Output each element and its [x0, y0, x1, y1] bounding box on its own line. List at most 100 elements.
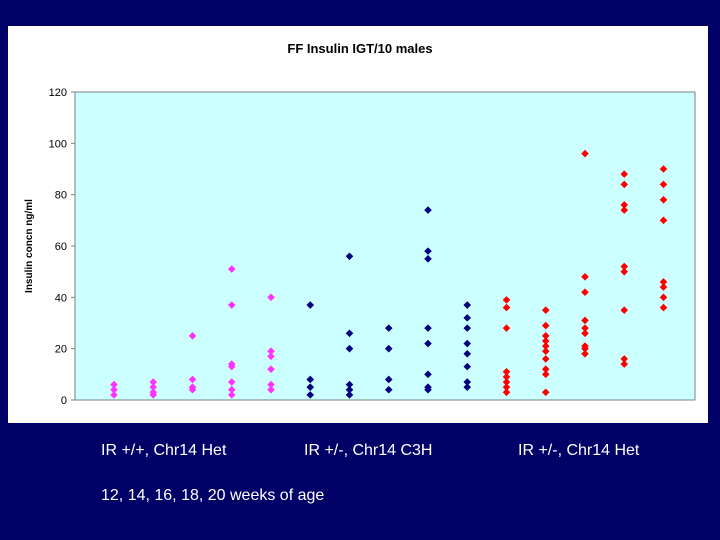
data-point-group2-week18	[424, 206, 432, 214]
data-point-group3-week12	[502, 378, 511, 386]
data-point-group3-week18	[620, 180, 629, 189]
y-tick-label: 0	[61, 395, 67, 407]
data-point-group3-week16	[581, 149, 589, 158]
data-point-group1-week20	[267, 347, 275, 356]
data-point-group2-week20	[463, 301, 472, 309]
data-point-group2-week14	[345, 329, 354, 338]
data-point-group3-week18	[620, 262, 629, 271]
data-point-group2-week14	[345, 385, 354, 394]
y-axis: 0 20 40 60 80 100 120	[49, 87, 75, 407]
data-point-group2-week18	[424, 383, 432, 391]
data-point-group3-week14	[541, 321, 550, 330]
data-point-group1-week18	[227, 378, 236, 386]
y-tick-label: 100	[49, 138, 67, 150]
data-point-group2-week18	[424, 370, 432, 379]
data-point-group3-week14	[541, 370, 550, 379]
data-point-group1-week12	[110, 385, 118, 394]
data-point-group1-week20	[267, 385, 275, 394]
data-point-group3-week14	[541, 332, 550, 340]
data-point-group2-week18	[424, 247, 432, 255]
data-point-group3-week20	[659, 216, 668, 225]
data-point-group3-week14	[541, 306, 550, 314]
data-point-group3-week12	[502, 373, 511, 381]
y-tick-label: 80	[55, 190, 67, 202]
data-point-group3-week16	[581, 288, 589, 296]
data-point-group3-week18	[620, 206, 629, 214]
data-point-group3-week20	[659, 303, 668, 312]
data-point-group3-week14	[541, 347, 550, 356]
data-point-group3-week18	[620, 306, 629, 314]
data-point-group3-week16	[581, 350, 589, 358]
data-point-group3-week14	[541, 337, 550, 345]
data-point-group1-week18	[227, 301, 236, 309]
data-point-group3-week20	[659, 293, 668, 302]
data-point-group2-week16	[384, 385, 393, 394]
plot-area	[74, 91, 696, 401]
data-point-group1-week12	[110, 380, 118, 389]
data-point-group1-week16	[188, 383, 197, 391]
data-point-group3-week12	[502, 383, 511, 391]
data-point-group1-week14	[149, 378, 158, 386]
data-point-group3-week18	[620, 355, 629, 363]
data-point-group2-week18	[424, 324, 432, 332]
group3-label: IR +/-, Chr14 Het	[518, 442, 640, 459]
chart-panel: FF Insulin IGT/10 males 0 20 40 60 80 100 120 …	[8, 26, 708, 423]
data-point-group1-week20	[267, 365, 275, 373]
data-point-group1-week14	[149, 383, 158, 391]
data-point-group2-week20	[463, 378, 472, 386]
data-point-group3-week14	[541, 365, 550, 373]
data-point-group2-week20	[463, 383, 472, 391]
data-point-group3-week20	[659, 278, 668, 286]
y-tick-label: 40	[55, 292, 67, 304]
data-point-group2-week12	[306, 391, 315, 399]
data-point-group3-week16	[581, 329, 589, 338]
data-point-group3-week12	[502, 388, 511, 397]
data-point-group2-week20	[463, 339, 472, 348]
data-point-group2-week16	[384, 375, 393, 384]
data-point-group1-week20	[267, 352, 275, 361]
data-point-group2-week12	[306, 375, 315, 384]
group2-label: IR +/-, Chr14 C3H	[304, 442, 433, 459]
data-point-group2-week20	[463, 362, 472, 371]
data-point-group3-week18	[620, 267, 629, 276]
data-point-group3-week14	[541, 342, 550, 350]
data-point-group2-week14	[345, 380, 354, 389]
data-point-group1-week16	[188, 375, 197, 384]
data-point-group3-week16	[581, 316, 589, 325]
data-point-group1-week12	[110, 391, 118, 399]
data-point-group3-week14	[541, 355, 550, 363]
data-point-group2-week20	[463, 350, 472, 358]
data-point-group2-week16	[384, 344, 393, 353]
data-points	[110, 149, 668, 399]
data-point-group1-week18	[227, 391, 236, 399]
data-point-group3-week18	[620, 170, 629, 178]
data-point-group2-week20	[463, 314, 472, 322]
data-point-group3-week12	[502, 296, 511, 304]
data-point-group1-week14	[149, 388, 158, 397]
data-point-group3-week20	[659, 283, 668, 291]
scatter-chart: FF Insulin IGT/10 males 020406080100120 …	[24, 41, 696, 407]
data-point-group1-week18	[227, 385, 236, 394]
y-tick-label: 20	[55, 344, 67, 356]
data-point-group3-week16	[581, 273, 589, 281]
data-point-group3-week14	[541, 388, 550, 397]
data-point-group2-week12	[306, 383, 315, 391]
data-point-group3-week18	[620, 360, 629, 368]
data-point-group3-week12	[502, 303, 511, 312]
data-point-group3-week16	[581, 342, 589, 350]
chart-title: FF Insulin IGT/10 males	[287, 41, 432, 56]
data-point-group3-week20	[659, 165, 668, 173]
data-point-group3-week12	[502, 367, 511, 376]
data-point-group2-week16	[384, 324, 393, 332]
data-point-group3-week12	[502, 324, 511, 332]
y-tick-label: 60	[55, 241, 67, 253]
weeks-label: 12, 14, 16, 18, 20 weeks of age	[101, 487, 325, 504]
data-point-group3-week18	[620, 201, 629, 209]
data-point-group1-week20	[267, 293, 275, 302]
data-point-group3-week20	[659, 196, 668, 204]
group1-label: IR +/+, Chr14 Het	[101, 442, 227, 459]
data-point-group2-week18	[424, 339, 432, 348]
data-point-group2-week14	[345, 391, 354, 399]
y-tick-label: 120	[49, 87, 67, 99]
data-point-group3-week20	[659, 180, 668, 189]
